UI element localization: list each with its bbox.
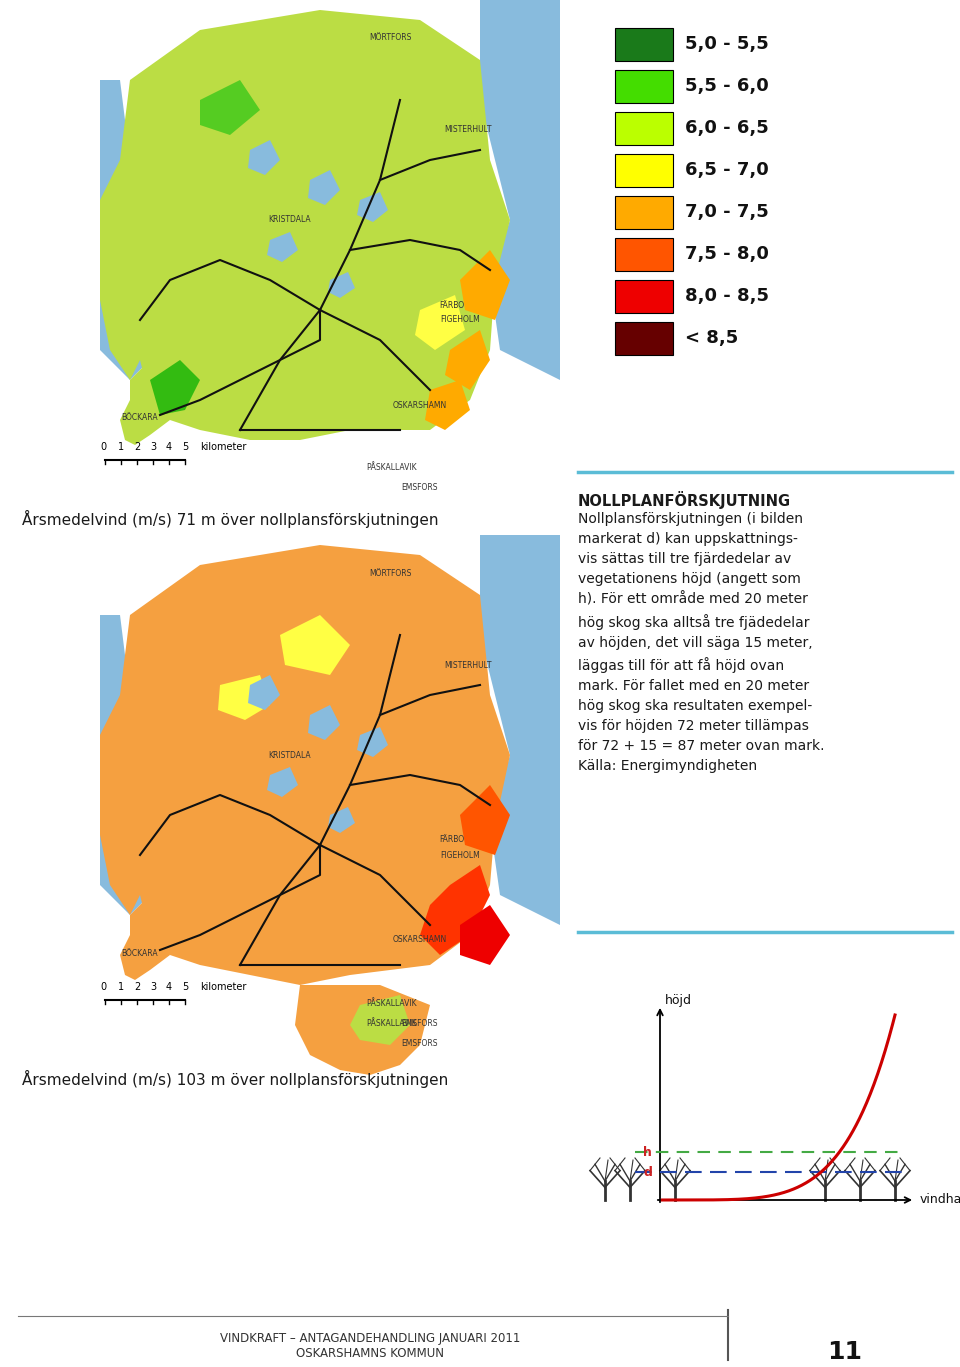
Text: 3: 3: [150, 982, 156, 992]
Text: FIGEHOLM: FIGEHOLM: [440, 850, 480, 860]
Text: 0: 0: [100, 982, 106, 992]
Text: kilometer: kilometer: [200, 442, 247, 452]
Text: vindhastighet: vindhastighet: [920, 1193, 960, 1207]
Text: Årsmedelvind (m/s) 103 m över nollplansförskjutningen: Årsmedelvind (m/s) 103 m över nollplansf…: [22, 1070, 448, 1088]
Bar: [615, 112, 673, 145]
Text: PÅSKALLAVIK: PÅSKALLAVIK: [367, 1018, 418, 1028]
Polygon shape: [200, 81, 260, 135]
Text: BÖCKARA: BÖCKARA: [122, 413, 158, 422]
Text: 4: 4: [166, 442, 172, 452]
Polygon shape: [280, 615, 350, 675]
Polygon shape: [415, 295, 465, 350]
Text: EMSFORS: EMSFORS: [401, 484, 439, 492]
Text: 7,5 - 8,0: 7,5 - 8,0: [685, 246, 769, 264]
Text: PÅSKALLAVIK: PÅSKALLAVIK: [367, 463, 418, 473]
Text: 4: 4: [166, 982, 172, 992]
Text: VINDKRAFT – ANTAGANDEHANDLING JANUARI 2011: VINDKRAFT – ANTAGANDEHANDLING JANUARI 20…: [220, 1331, 520, 1345]
Text: 5: 5: [181, 982, 188, 992]
Text: OSKARSHAMNS KOMMUN: OSKARSHAMNS KOMMUN: [296, 1346, 444, 1360]
Polygon shape: [308, 170, 340, 205]
Polygon shape: [267, 232, 298, 262]
Text: 3: 3: [150, 442, 156, 452]
Text: 5: 5: [181, 442, 188, 452]
Text: BÖCKARA: BÖCKARA: [122, 949, 158, 957]
Text: FIGEHOLM: FIGEHOLM: [440, 316, 480, 324]
Polygon shape: [328, 807, 355, 833]
Text: KRISTDALA: KRISTDALA: [269, 750, 311, 760]
Text: FÄRBO: FÄRBO: [440, 301, 465, 309]
Polygon shape: [328, 272, 355, 298]
Bar: [615, 323, 673, 355]
Polygon shape: [357, 727, 388, 757]
Text: OSKARSHAMN: OSKARSHAMN: [393, 401, 447, 410]
Text: Nollplansförskjutningen (i bilden
markerat d) kan uppskattnings-
vis sättas till: Nollplansförskjutningen (i bilden marker…: [578, 513, 825, 774]
Bar: [615, 238, 673, 271]
Polygon shape: [420, 865, 490, 956]
Text: EMSFORS: EMSFORS: [401, 1039, 439, 1047]
Text: < 8,5: < 8,5: [685, 329, 738, 347]
Text: NOLLPLANFÖRSKJUTNING: NOLLPLANFÖRSKJUTNING: [578, 491, 791, 509]
Polygon shape: [267, 767, 298, 797]
Bar: [615, 154, 673, 187]
Polygon shape: [100, 615, 160, 915]
Text: 5,5 - 6,0: 5,5 - 6,0: [685, 78, 769, 96]
Bar: [615, 195, 673, 230]
Text: 2: 2: [133, 982, 140, 992]
Text: kilometer: kilometer: [200, 982, 247, 992]
Polygon shape: [357, 191, 388, 221]
Text: MÖRTFORS: MÖRTFORS: [369, 569, 411, 577]
Text: 5,0 - 5,5: 5,0 - 5,5: [685, 36, 769, 53]
Polygon shape: [480, 0, 560, 380]
Text: EMSFORS: EMSFORS: [401, 1018, 439, 1028]
Polygon shape: [120, 360, 170, 446]
Text: Årsmedelvind (m/s) 71 m över nollplansförskjutningen: Årsmedelvind (m/s) 71 m över nollplansfö…: [22, 510, 439, 528]
Polygon shape: [120, 895, 170, 980]
Text: 0: 0: [100, 442, 106, 452]
Text: 11: 11: [828, 1340, 862, 1364]
Polygon shape: [460, 785, 510, 854]
Text: h: h: [643, 1146, 652, 1158]
Polygon shape: [248, 675, 280, 709]
Bar: [615, 27, 673, 62]
Text: KRISTDALA: KRISTDALA: [269, 216, 311, 224]
Polygon shape: [460, 905, 510, 965]
Bar: [615, 70, 673, 103]
Polygon shape: [350, 995, 410, 1044]
Text: FÄRBO: FÄRBO: [440, 835, 465, 845]
Text: 6,5 - 7,0: 6,5 - 7,0: [685, 161, 769, 179]
Polygon shape: [445, 329, 490, 390]
Polygon shape: [100, 81, 160, 380]
Text: 2: 2: [133, 442, 140, 452]
Text: OSKARSHAMN: OSKARSHAMN: [393, 935, 447, 945]
Text: PÅSKALLAVIK: PÅSKALLAVIK: [367, 998, 418, 1007]
Polygon shape: [100, 10, 510, 440]
Text: MÖRTFORS: MÖRTFORS: [369, 34, 411, 42]
Text: 1: 1: [118, 442, 124, 452]
Polygon shape: [218, 675, 270, 720]
Polygon shape: [308, 705, 340, 740]
Bar: [615, 280, 673, 313]
Polygon shape: [460, 250, 510, 320]
Text: MISTERHULT: MISTERHULT: [444, 126, 492, 134]
Polygon shape: [100, 545, 510, 986]
Text: d: d: [643, 1166, 652, 1178]
Text: höjd: höjd: [665, 994, 692, 1007]
Polygon shape: [295, 986, 430, 1074]
Polygon shape: [248, 139, 280, 175]
Text: 1: 1: [118, 982, 124, 992]
Polygon shape: [425, 380, 470, 431]
Text: MISTERHULT: MISTERHULT: [444, 660, 492, 670]
Polygon shape: [480, 534, 560, 925]
Text: 8,0 - 8,5: 8,0 - 8,5: [685, 287, 769, 305]
Text: 7,0 - 7,5: 7,0 - 7,5: [685, 204, 769, 221]
Text: 6,0 - 6,5: 6,0 - 6,5: [685, 119, 769, 138]
Polygon shape: [150, 360, 200, 416]
